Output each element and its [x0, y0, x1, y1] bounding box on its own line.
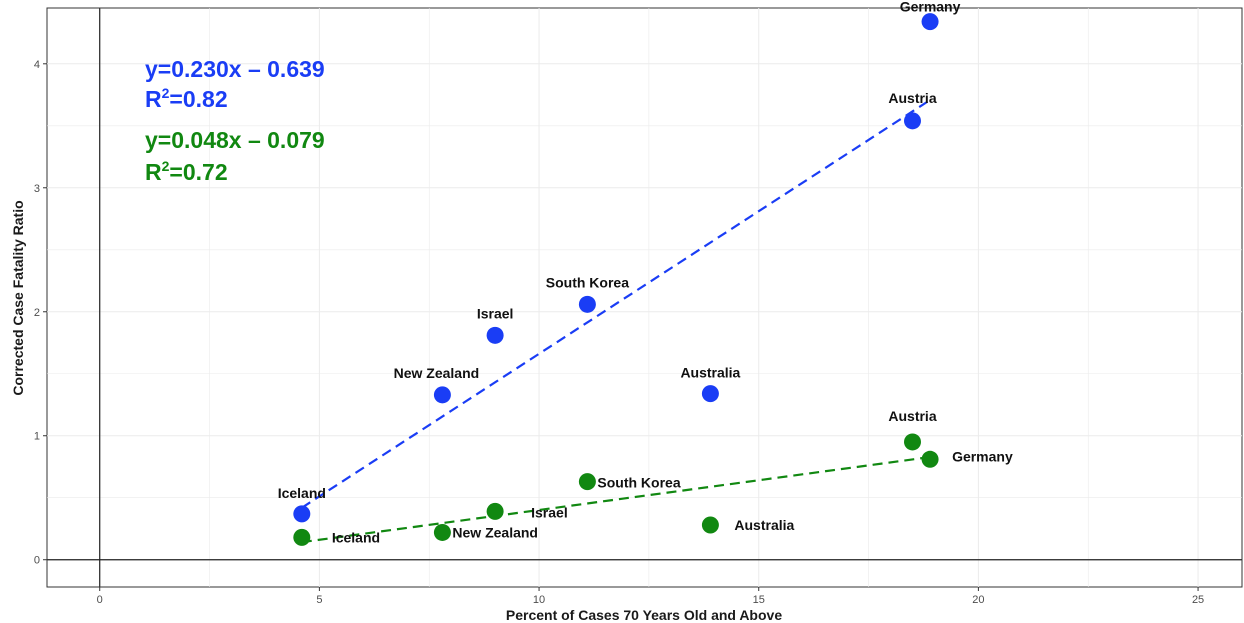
blue-r2-rest: =0.82	[169, 86, 227, 112]
green-equation: y=0.048x – 0.079 R2=0.72	[145, 127, 325, 185]
point-blue-austria	[903, 112, 921, 130]
plot-panel	[46, 7, 1243, 588]
point-green-iceland	[293, 528, 311, 546]
point-label: Germany	[900, 0, 961, 15]
point-label: Germany	[952, 448, 1013, 464]
point-label: Australia	[680, 365, 740, 381]
point-labels: Iceland New Zealand Israel South Korea Austr…	[278, 0, 1013, 545]
x-tick-label: 15	[753, 594, 765, 606]
green-r2-prefix: R	[145, 159, 162, 185]
x-tick-label: 10	[533, 594, 545, 606]
point-blue-israel	[486, 326, 504, 344]
x-axis-title: Percent of Cases 70 Years Old and Above	[506, 607, 782, 623]
green-r2-sup: 2	[162, 158, 170, 174]
y-tick-label: 3	[34, 183, 40, 195]
fit-lines	[301, 99, 931, 544]
y-tick-label: 2	[34, 307, 40, 319]
data-points	[293, 13, 939, 546]
blue-equation: y=0.230x – 0.639 R2=0.82	[145, 56, 325, 112]
blue-r2-sup: 2	[162, 85, 170, 101]
point-label: New Zealand	[394, 365, 480, 381]
point-green-germany	[921, 450, 939, 468]
y-axis-title: Corrected Case Fatality Ratio	[10, 200, 26, 395]
blue-r2-prefix: R	[145, 86, 162, 112]
point-label: Iceland	[332, 529, 380, 545]
point-blue-germany	[921, 13, 939, 31]
point-green-australia	[701, 516, 719, 534]
green-equation-line: y=0.048x – 0.079	[145, 127, 325, 153]
blue-fit-line	[301, 99, 931, 509]
reference-lines	[47, 8, 1242, 587]
blue-r2-text: R2=0.82	[145, 85, 228, 112]
point-green-austria	[903, 433, 921, 451]
point-label: Israel	[477, 305, 514, 321]
point-green-south-korea	[578, 473, 596, 491]
point-label: Austria	[888, 408, 936, 424]
point-blue-new-zealand	[433, 386, 451, 404]
green-fit-line	[301, 455, 931, 544]
point-label: South Korea	[597, 475, 680, 491]
green-r2-text: R2=0.72	[145, 158, 228, 185]
point-blue-south-korea	[578, 295, 596, 313]
point-blue-iceland	[293, 505, 311, 523]
y-axis-ticks: 0 1 2 3 4	[34, 59, 47, 567]
y-tick-label: 0	[34, 555, 40, 567]
point-label: Israel	[531, 504, 568, 520]
x-tick-label: 20	[972, 594, 984, 606]
point-green-israel	[486, 502, 504, 520]
green-r2-rest: =0.72	[169, 159, 227, 185]
x-tick-label: 5	[316, 594, 322, 606]
y-tick-label: 1	[34, 431, 40, 443]
point-label: Austria	[888, 90, 936, 106]
point-blue-australia	[701, 385, 719, 403]
x-axis-ticks: 0 5 10 15 20 25	[97, 587, 1204, 606]
x-tick-label: 25	[1192, 594, 1204, 606]
point-label: South Korea	[546, 274, 629, 290]
point-green-new-zealand	[433, 523, 451, 541]
blue-equation-line: y=0.230x – 0.639	[145, 56, 325, 82]
point-label: Australia	[734, 517, 794, 533]
point-label: New Zealand	[452, 524, 538, 540]
y-tick-label: 4	[34, 59, 40, 71]
point-label: Iceland	[278, 485, 326, 501]
x-tick-label: 0	[97, 594, 103, 606]
